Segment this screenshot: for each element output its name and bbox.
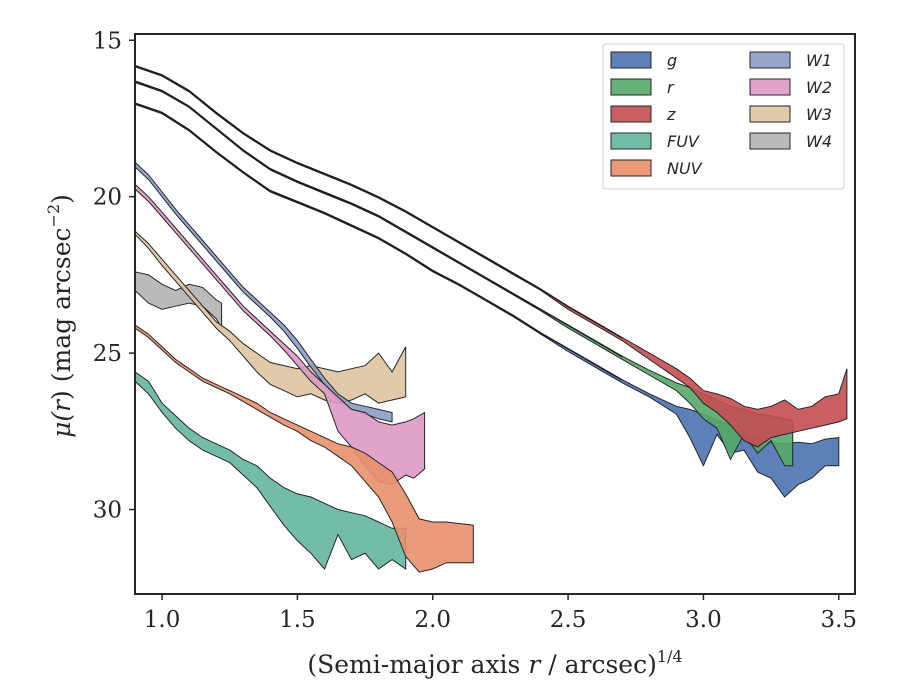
series-layer — [135, 64, 848, 573]
legend-label-z: z — [666, 105, 676, 124]
outline-layer — [135, 65, 623, 381]
profile-line-r-centre — [135, 81, 623, 358]
y-axis-label-units: ) (mag arcsec — [47, 227, 76, 400]
x-axis-label-units: / arcsec) — [540, 650, 657, 679]
series-band-g — [135, 102, 840, 498]
legend-swatch-fuv — [610, 132, 652, 150]
plot-frame — [134, 33, 856, 595]
x-tick-label: 3.0 — [685, 607, 722, 633]
x-axis-label: (Semi-major axis r / arcsec)1/4 — [307, 647, 682, 679]
legend-label-r: r — [667, 78, 675, 97]
x-axis-label-exponent: 1/4 — [657, 647, 683, 666]
y-axis-label-var: r — [47, 398, 76, 412]
legend-label-nuv: NUV — [667, 159, 703, 178]
y-axis-label: μ(r) (mag arcsec−2) — [44, 194, 76, 438]
legend-label-g: g — [667, 51, 677, 70]
legend-swatch-w1 — [749, 51, 791, 69]
legend: grz FUV NUV W1 W2 W3 W4 — [602, 43, 845, 190]
legend-label-fuv: FUV — [667, 132, 700, 151]
legend-swatch-w4 — [749, 132, 791, 150]
series-band-w3 — [135, 230, 407, 404]
legend-label-w3: W3 — [806, 105, 832, 124]
series-band-nuv — [135, 324, 474, 573]
x-tick-label: 1.5 — [279, 607, 316, 633]
legend-swatch-nuv — [610, 159, 652, 177]
legend-label-w4: W4 — [806, 132, 832, 151]
series-band-w2 — [135, 183, 426, 486]
y-tick-label: 15 — [93, 28, 122, 54]
x-tick-label: 2.0 — [414, 607, 451, 633]
x-axis-label-main: (Semi-major axis — [307, 650, 528, 679]
series-band-w1 — [135, 161, 393, 423]
legend-swatch-g — [610, 51, 652, 69]
series-band-fuv — [135, 371, 407, 570]
y-axis-ticks: 15 20 25 30 — [93, 28, 135, 524]
x-axis-label-var: r — [528, 650, 542, 679]
x-axis-ticks: 1.0 1.5 2.0 2.5 3.0 3.5 — [144, 594, 857, 633]
series-band-r — [135, 80, 794, 467]
x-tick-label: 2.5 — [550, 607, 587, 633]
legend-label-w2: W2 — [806, 78, 832, 97]
x-tick-label: 1.0 — [144, 607, 181, 633]
legend-swatch-w3 — [749, 105, 791, 123]
legend-label-w1: W1 — [806, 51, 832, 70]
y-tick-label: 30 — [93, 498, 122, 524]
y-tick-label: 25 — [93, 341, 122, 367]
profile-line-z-centre — [135, 65, 623, 339]
y-axis-label-exponent: −2 — [44, 204, 63, 228]
legend-swatch-z — [610, 105, 652, 123]
y-axis-label-main: μ( — [47, 411, 76, 438]
legend-swatch-r — [610, 78, 652, 96]
y-tick-label: 20 — [93, 185, 122, 211]
x-tick-label: 3.5 — [820, 607, 857, 633]
legend-items: grz FUV NUV W1 W2 W3 W4 — [610, 51, 832, 178]
y-axis-label-close: ) — [47, 194, 76, 204]
profile-line-g-centre — [135, 103, 623, 381]
legend-swatch-w2 — [749, 78, 791, 96]
series-band-z — [135, 64, 848, 448]
